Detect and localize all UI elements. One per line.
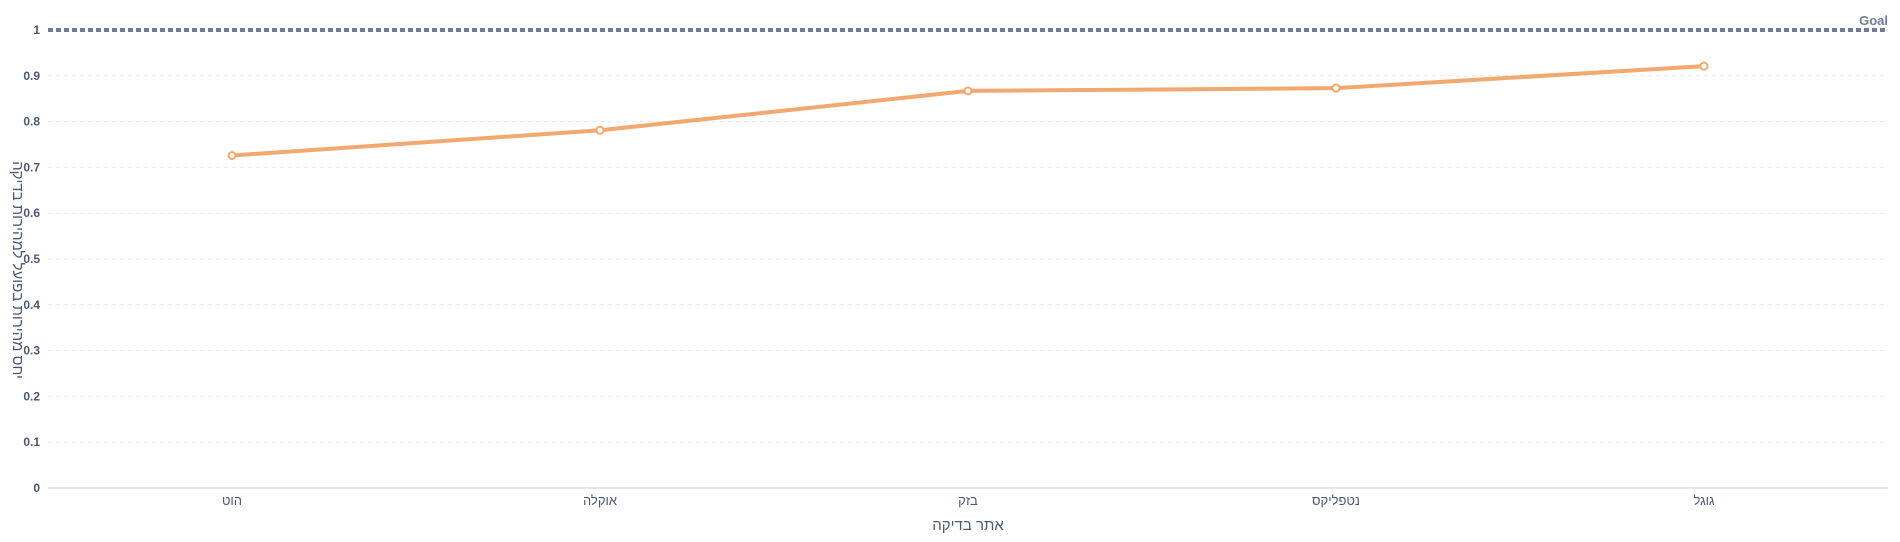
y-tick-label: 0.5 bbox=[23, 252, 40, 266]
data-point[interactable] bbox=[595, 125, 605, 135]
y-tick-label: 0.3 bbox=[23, 344, 40, 358]
series-line bbox=[230, 64, 1706, 158]
goal-label: Goal bbox=[1859, 13, 1888, 28]
x-tick-label: גוגל bbox=[1694, 493, 1716, 508]
data-point[interactable] bbox=[1699, 61, 1709, 71]
y-tick-label: 0 bbox=[33, 481, 40, 495]
grid-lines bbox=[48, 75, 1888, 443]
x-tick-label: הוט bbox=[222, 493, 242, 508]
x-tick-label: בזק bbox=[958, 493, 978, 508]
y-tick-label: 1 bbox=[33, 23, 40, 37]
y-tick-label: 0.6 bbox=[23, 206, 40, 220]
y-tick-label: 0.9 bbox=[23, 69, 40, 83]
y-tick-label: 0.4 bbox=[23, 298, 40, 312]
series-points bbox=[227, 61, 1709, 160]
x-tick-label: אוקלה bbox=[583, 493, 617, 508]
data-point[interactable] bbox=[227, 150, 237, 160]
y-tick-label: 0.8 bbox=[23, 115, 40, 129]
y-axis-ticks: 0 0.1 0.2 0.3 0.4 0.5 0.6 0.7 0.8 0.9 1 bbox=[23, 23, 40, 495]
data-point[interactable] bbox=[1331, 83, 1341, 93]
y-tick-label: 0.1 bbox=[23, 435, 40, 449]
data-point[interactable] bbox=[963, 86, 973, 96]
y-tick-label: 0.7 bbox=[23, 160, 40, 174]
x-axis-ticks: הוט אוקלה בזק נטפליקס גוגל bbox=[222, 493, 1715, 508]
x-axis-title: אתר בדיקה bbox=[932, 517, 1004, 534]
y-axis-title: יחס מהירות בפועל למהירות בדיקה bbox=[9, 161, 26, 379]
y-tick-label: 0.2 bbox=[23, 389, 40, 403]
x-tick-label: נטפליקס bbox=[1312, 493, 1360, 508]
